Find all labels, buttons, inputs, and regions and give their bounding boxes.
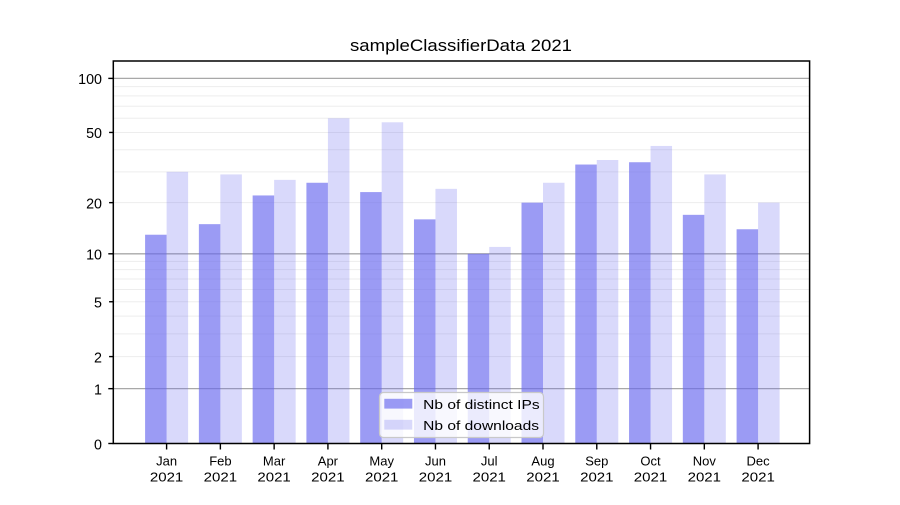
svg-text:2021: 2021 [526, 469, 559, 484]
svg-text:sampleClassifierData 2021: sampleClassifierData 2021 [350, 36, 572, 55]
svg-text:Sep: Sep [585, 454, 608, 469]
svg-text:2021: 2021 [741, 469, 774, 484]
svg-text:2021: 2021 [257, 469, 290, 484]
svg-text:2021: 2021 [204, 469, 237, 484]
svg-text:May: May [369, 454, 394, 469]
svg-text:Feb: Feb [209, 454, 231, 469]
svg-text:2021: 2021 [473, 469, 506, 484]
svg-text:1: 1 [94, 383, 102, 399]
svg-text:Nb of downloads: Nb of downloads [423, 418, 539, 433]
svg-text:2: 2 [94, 350, 102, 366]
svg-text:50: 50 [86, 126, 102, 142]
svg-text:Apr: Apr [318, 454, 339, 469]
svg-text:Jul: Jul [481, 454, 498, 469]
svg-text:Mar: Mar [263, 454, 286, 469]
svg-text:2021: 2021 [419, 469, 452, 484]
svg-text:Oct: Oct [640, 454, 661, 469]
svg-text:Nb of distinct IPs: Nb of distinct IPs [423, 397, 540, 412]
svg-text:2021: 2021 [688, 469, 721, 484]
svg-text:Jan: Jan [156, 454, 177, 469]
svg-text:Dec: Dec [747, 454, 771, 469]
svg-text:10: 10 [86, 248, 102, 264]
svg-text:2021: 2021 [634, 469, 667, 484]
svg-text:2021: 2021 [311, 469, 344, 484]
svg-text:0: 0 [94, 437, 102, 453]
svg-text:2021: 2021 [365, 469, 398, 484]
svg-text:Nov: Nov [693, 454, 717, 469]
svg-text:100: 100 [78, 72, 102, 88]
svg-text:2021: 2021 [150, 469, 183, 484]
svg-text:20: 20 [86, 196, 102, 212]
svg-text:Jun: Jun [425, 454, 446, 469]
svg-text:2021: 2021 [580, 469, 613, 484]
svg-text:Aug: Aug [531, 454, 554, 469]
svg-text:5: 5 [94, 296, 102, 312]
